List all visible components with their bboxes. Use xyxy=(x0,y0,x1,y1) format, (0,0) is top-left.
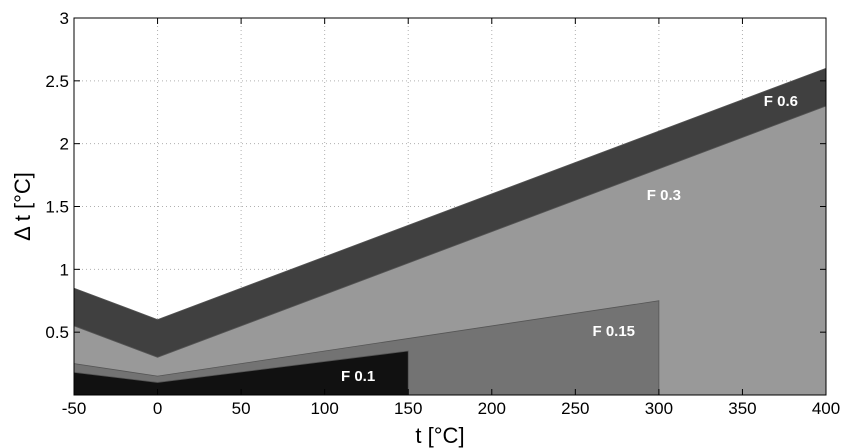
x-tick-label: 150 xyxy=(394,399,422,418)
x-tick-label: 250 xyxy=(561,399,589,418)
x-tick-label: 350 xyxy=(728,399,756,418)
x-tick-label: 200 xyxy=(478,399,506,418)
y-tick-label: 2 xyxy=(60,135,69,154)
y-tick-label: 1.5 xyxy=(45,198,69,217)
y-axis-label: Δ t [°C] xyxy=(10,172,35,241)
x-tick-label: 50 xyxy=(232,399,251,418)
x-tick-label: -50 xyxy=(62,399,87,418)
x-tick-label: 100 xyxy=(310,399,338,418)
band-label-f-0-6: F 0.6 xyxy=(764,93,798,110)
x-axis-label: t [°C] xyxy=(415,423,464,448)
x-tick-label: 400 xyxy=(812,399,840,418)
y-tick-label: 2.5 xyxy=(45,72,69,91)
x-tick-label: 0 xyxy=(153,399,162,418)
x-tick-label: 300 xyxy=(645,399,673,418)
y-tick-label: 3 xyxy=(60,9,69,28)
y-tick-label: 0.5 xyxy=(45,323,69,342)
y-tick-label: 1 xyxy=(60,260,69,279)
band-label-f-0-3: F 0.3 xyxy=(647,187,681,204)
band-label-f-0-15: F 0.15 xyxy=(593,323,636,340)
band-label-f-0-1: F 0.1 xyxy=(341,368,375,385)
